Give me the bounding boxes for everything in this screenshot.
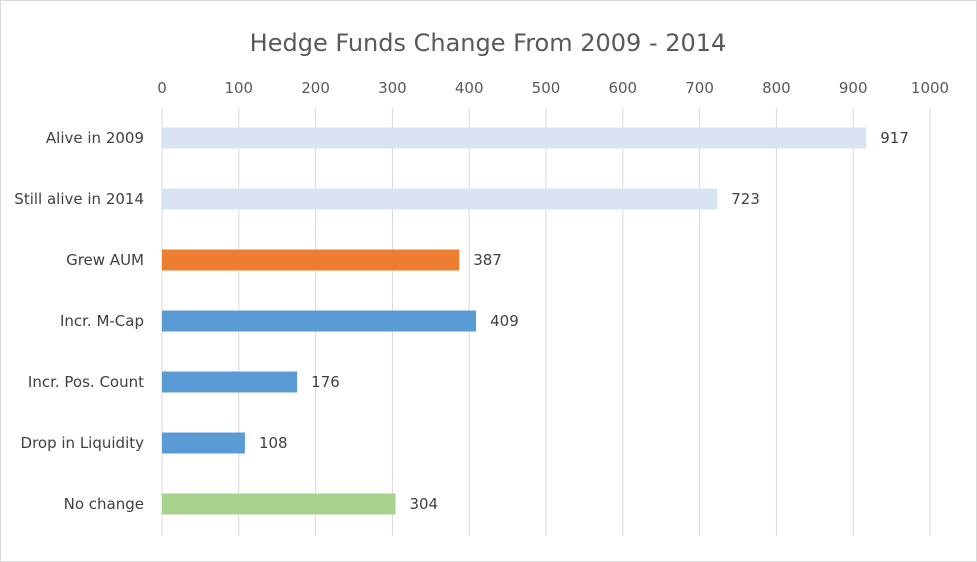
x-tick-label: 700 <box>685 79 714 97</box>
data-labels: 917 723 387 409 176 108 304 <box>259 129 909 513</box>
category-label: Drop in Liquidity <box>21 434 145 452</box>
category-label: Still alive in 2014 <box>14 190 144 208</box>
x-tick-label: 400 <box>455 79 484 97</box>
data-label: 176 <box>311 373 340 391</box>
data-label: 387 <box>473 251 502 269</box>
bar <box>162 371 298 393</box>
x-tick-label: 300 <box>378 79 407 97</box>
data-label: 723 <box>731 190 760 208</box>
x-tick-label: 100 <box>224 79 253 97</box>
bar <box>162 249 460 271</box>
x-tick-label: 500 <box>532 79 561 97</box>
data-label: 108 <box>259 434 288 452</box>
category-label: Incr. Pos. Count <box>28 373 144 391</box>
x-tick-label: 900 <box>839 79 868 97</box>
data-label: 917 <box>880 129 909 147</box>
category-labels: Alive in 2009 Still alive in 2014 Grew AUM… <box>14 129 144 513</box>
x-tick-label: 800 <box>762 79 791 97</box>
data-label: 304 <box>409 495 438 513</box>
bar <box>162 127 867 149</box>
bar <box>162 188 718 210</box>
x-axis-tick-labels: 0 100 200 300 400 500 600 700 800 900 1000 <box>157 79 949 97</box>
x-tick-label: 0 <box>157 79 167 97</box>
chart-title: Hedge Funds Change From 2009 - 2014 <box>250 29 727 57</box>
category-label: Grew AUM <box>66 251 144 269</box>
data-label: 409 <box>490 312 519 330</box>
x-tick-label: 600 <box>608 79 637 97</box>
bar <box>162 432 245 454</box>
bar <box>162 493 396 515</box>
category-label: Incr. M-Cap <box>60 312 144 330</box>
gridlines <box>161 108 931 536</box>
x-tick-label: 200 <box>301 79 330 97</box>
category-label: Alive in 2009 <box>46 129 144 147</box>
bars <box>162 127 867 515</box>
bar <box>162 310 477 332</box>
x-tick-label: 1000 <box>911 79 949 97</box>
category-label: No change <box>64 495 144 513</box>
